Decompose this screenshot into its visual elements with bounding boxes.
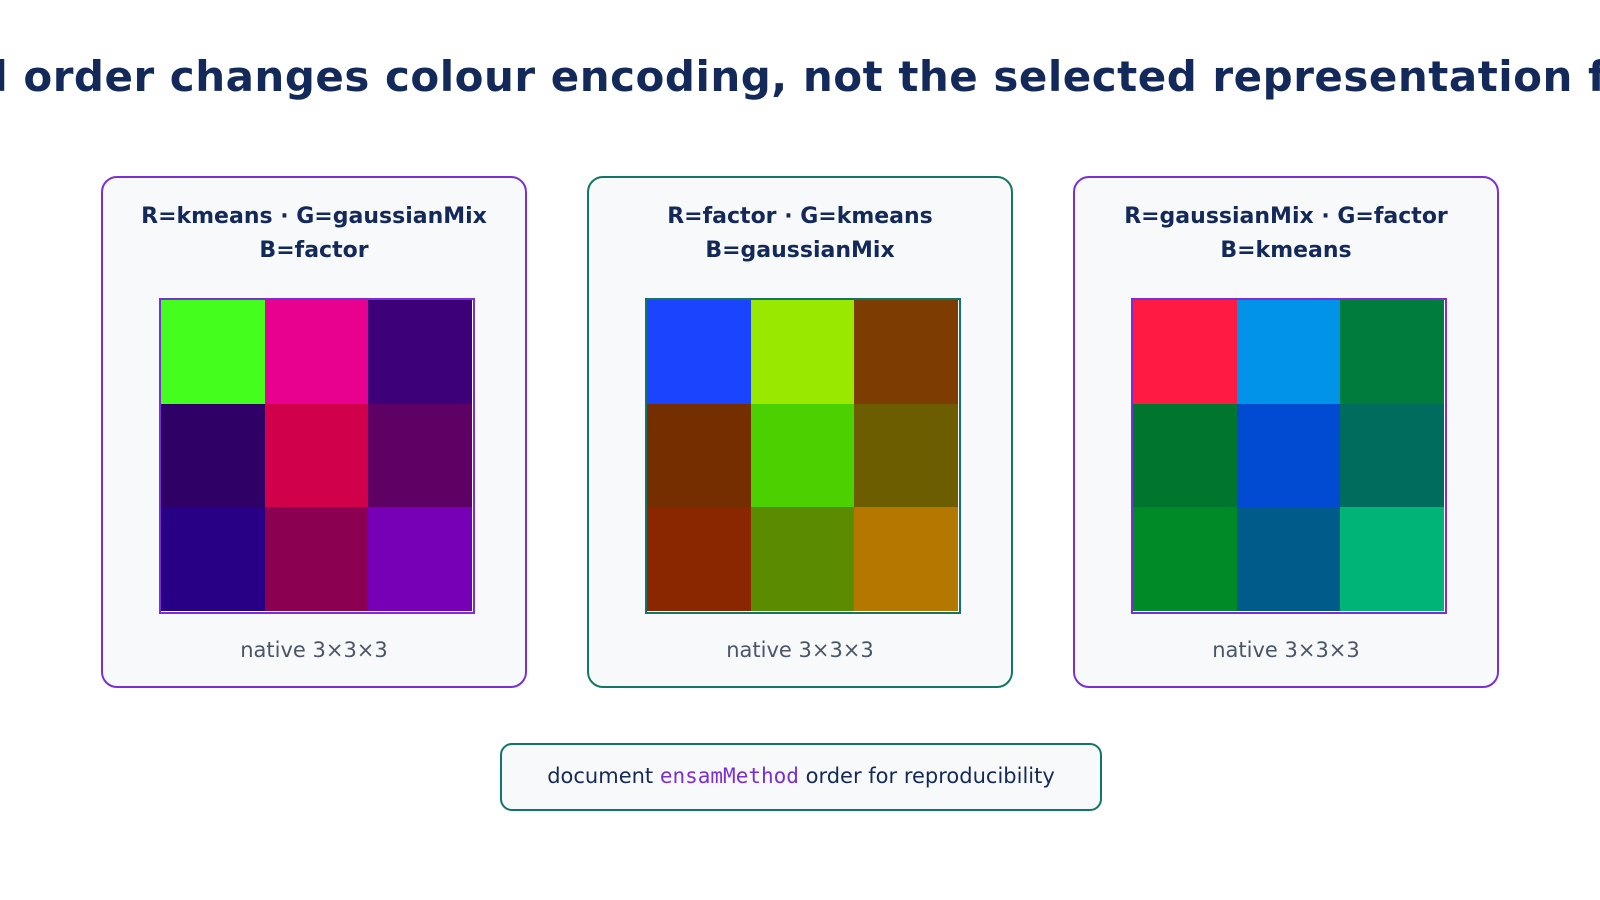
grid-caption: native 3×3×3	[726, 638, 874, 662]
channel-mapping-line-1: R=kmeans · G=gaussianMix	[141, 204, 487, 229]
channel-mapping-line-2: B=kmeans	[1220, 238, 1352, 263]
grid-cell-1-2	[750, 300, 855, 404]
grid-cell-3-2	[264, 507, 369, 611]
grid-cell-1-1	[647, 300, 751, 404]
grid-cell-3-1	[647, 507, 751, 611]
panel-heading: R=kmeans · G=gaussianMix B=factor	[103, 200, 525, 268]
grid-cell-2-3	[854, 403, 958, 508]
reproducibility-note: document ensamMethod order for reproduci…	[500, 743, 1102, 811]
panel-kmeans-gaussianmix-factor: R=kmeans · G=gaussianMix B=factor native…	[101, 176, 527, 688]
grid-cell-3-3	[1340, 507, 1444, 611]
grid-cell-2-3	[368, 403, 472, 508]
note-code: ensamMethod	[659, 764, 799, 788]
grid-cell-3-1	[1133, 507, 1237, 611]
grid-cell-1-3	[854, 300, 958, 404]
grid-cell-2-1	[161, 403, 265, 508]
panel-heading: R=factor · G=kmeans B=gaussianMix	[589, 200, 1011, 268]
note-text-before: document	[547, 764, 660, 788]
grid-cell-2-3	[1340, 403, 1444, 508]
color-grid	[645, 298, 961, 614]
panel-heading: R=gaussianMix · G=factor B=kmeans	[1075, 200, 1497, 268]
grid-cell-3-2	[1236, 507, 1341, 611]
grid-cell-1-3	[1340, 300, 1444, 404]
grid-cell-2-2	[750, 403, 855, 508]
grid-cell-3-3	[854, 507, 958, 611]
grid-cell-2-2	[1236, 403, 1341, 508]
page-title: el order changes colour encoding, not th…	[0, 52, 1600, 101]
panel-factor-kmeans-gaussianmix: R=factor · G=kmeans B=gaussianMix native…	[587, 176, 1013, 688]
grid-cell-3-2	[750, 507, 855, 611]
grid-cell-2-2	[264, 403, 369, 508]
grid-cell-3-3	[368, 507, 472, 611]
channel-mapping-line-1: R=gaussianMix · G=factor	[1124, 204, 1448, 229]
grid-cell-1-3	[368, 300, 472, 404]
grid-cell-2-1	[647, 403, 751, 508]
channel-mapping-line-2: B=gaussianMix	[705, 238, 895, 263]
grid-cell-1-1	[161, 300, 265, 404]
color-grid	[1131, 298, 1447, 614]
color-grid	[159, 298, 475, 614]
grid-cell-1-2	[264, 300, 369, 404]
panel-gaussianmix-factor-kmeans: R=gaussianMix · G=factor B=kmeans native…	[1073, 176, 1499, 688]
grid-cell-3-1	[161, 507, 265, 611]
grid-caption: native 3×3×3	[1212, 638, 1360, 662]
channel-mapping-line-1: R=factor · G=kmeans	[667, 204, 933, 229]
note-text-after: order for reproducibility	[798, 764, 1055, 788]
grid-cell-1-2	[1236, 300, 1341, 404]
channel-mapping-line-2: B=factor	[259, 238, 369, 263]
grid-caption: native 3×3×3	[240, 638, 388, 662]
grid-cell-1-1	[1133, 300, 1237, 404]
grid-cell-2-1	[1133, 403, 1237, 508]
